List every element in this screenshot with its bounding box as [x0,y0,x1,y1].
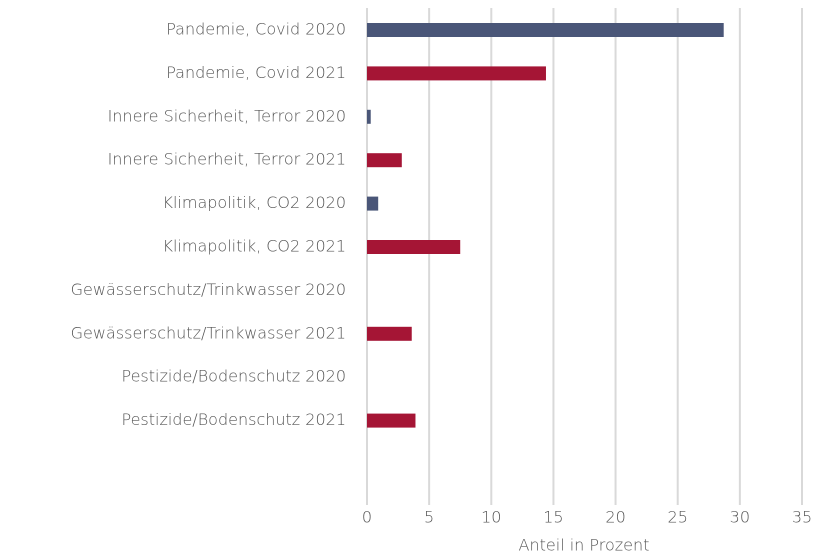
x-tick-label: 25 [668,508,688,527]
x-tick-label: 35 [792,508,812,527]
bar [367,66,546,81]
y-tick-label: Gewässerschutz/Trinkwasser 2020 [71,280,346,299]
y-tick-label: Klimapolitik, CO2 2021 [162,237,346,256]
y-tick-label: Klimapolitik, CO2 2020 [162,193,346,212]
y-tick-label: Pestizide/Bodenschutz 2020 [121,367,346,386]
x-axis-label: Anteil in Prozent [519,536,650,555]
bar [367,326,412,341]
bar [367,153,402,168]
y-tick-label: Pandemie, Covid 2021 [166,63,346,82]
bar [367,196,379,211]
x-tick-label: 20 [605,508,625,527]
x-tick-label: 5 [424,508,434,527]
bar [367,240,461,254]
y-tick-label: Innere Sicherheit, Terror 2021 [108,150,346,169]
y-tick-label: Pandemie, Covid 2020 [166,20,346,39]
bar [367,109,371,124]
x-tick-label: 0 [362,508,372,527]
x-tick-label: 15 [543,508,563,527]
bar [367,23,724,37]
y-tick-label: Innere Sicherheit, Terror 2020 [108,106,346,125]
y-tick-label: Gewässerschutz/Trinkwasser 2021 [71,323,346,342]
y-tick-label: Pestizide/Bodenschutz 2021 [121,410,346,429]
bar [367,413,416,428]
x-tick-label: 30 [730,508,750,527]
x-tick-label: 10 [481,508,501,527]
